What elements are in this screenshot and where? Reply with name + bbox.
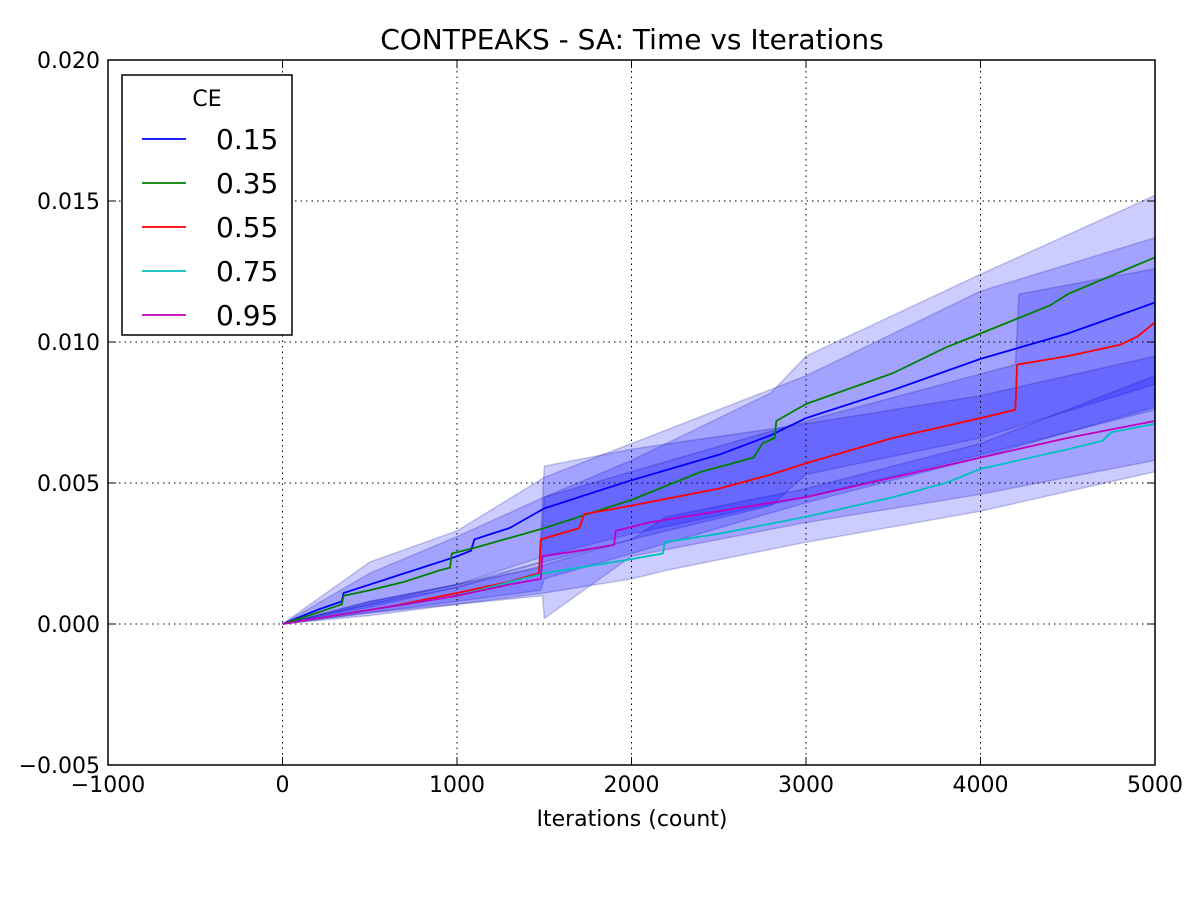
legend-label-0.55: 0.55 bbox=[216, 211, 278, 244]
x-tick-label: 5000 bbox=[1127, 773, 1183, 798]
x-tick-label: 3000 bbox=[778, 773, 834, 798]
chart-title: CONTPEAKS - SA: Time vs Iterations bbox=[380, 23, 884, 56]
grid-lines bbox=[108, 60, 1155, 765]
y-tick-label: 0.005 bbox=[37, 472, 100, 497]
legend-box bbox=[121, 74, 293, 336]
y-tick-label: −0.005 bbox=[19, 754, 100, 779]
legend: CE 0.15 0.35 0.55 0.75 0.95 bbox=[121, 74, 293, 336]
series-line-0.95 bbox=[282, 420, 1156, 625]
series-line-0.35 bbox=[282, 256, 1156, 625]
x-tick-label: 4000 bbox=[953, 773, 1009, 798]
axis-ticks: −1000 0 1000 2000 3000 4000 5000 −0.005 0.000 0.0… bbox=[19, 49, 1183, 798]
y-tick-label: 0.020 bbox=[37, 49, 100, 74]
legend-label-0.15: 0.15 bbox=[216, 123, 278, 156]
x-tick-label: −1000 bbox=[71, 773, 145, 798]
legend-label-0.35: 0.35 bbox=[216, 167, 278, 200]
series-lines bbox=[282, 256, 1156, 625]
series-line-0.55 bbox=[282, 321, 1156, 625]
legend-label-0.75: 0.75 bbox=[216, 255, 278, 288]
x-tick-label: 2000 bbox=[604, 773, 660, 798]
legend-title: CE bbox=[192, 87, 221, 112]
x-tick-label: 1000 bbox=[429, 773, 485, 798]
series-line-0.15 bbox=[282, 301, 1156, 625]
legend-label-0.95: 0.95 bbox=[216, 299, 278, 332]
x-tick-label: 0 bbox=[276, 773, 290, 798]
y-tick-label: 0.015 bbox=[37, 190, 100, 215]
y-tick-label: 0.010 bbox=[37, 331, 100, 356]
y-tick-label: 0.000 bbox=[37, 613, 100, 638]
x-axis-label: Iterations (count) bbox=[536, 807, 727, 832]
